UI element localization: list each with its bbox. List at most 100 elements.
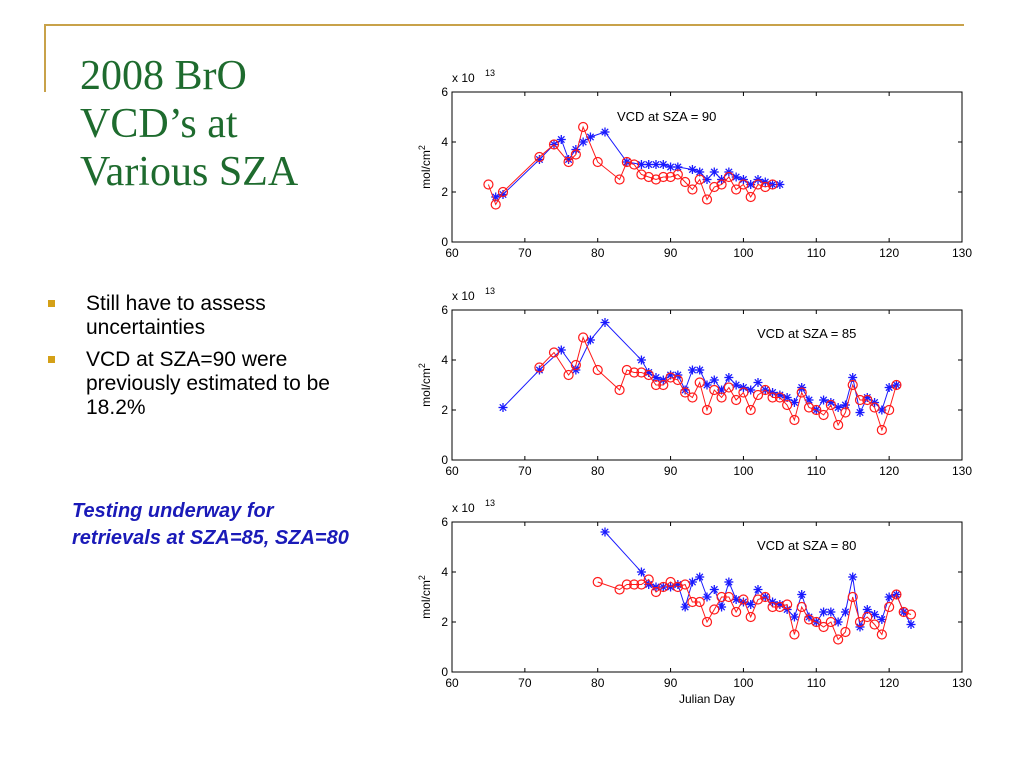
y-tick-label: 2 (441, 615, 448, 629)
data-point-circle (672, 581, 683, 593)
data-point-circle (578, 121, 589, 133)
data-point-circle (592, 156, 603, 168)
data-point-circle (709, 384, 720, 396)
title-line: Various SZA (80, 149, 299, 195)
data-point-circle (723, 171, 734, 183)
x-tick-label: 90 (664, 246, 678, 260)
series-line-red (487, 125, 773, 206)
data-point-circle (833, 634, 844, 645)
chart-annotation: VCD at SZA = 80 (757, 538, 856, 553)
chart-sza-90: 60 70 80 90 100 110 120 130 0 2 4 6 x 10 13 mol/cm2 VCD… (417, 68, 972, 260)
data-point-circle (483, 179, 494, 190)
y-tick-label: 0 (441, 453, 448, 467)
data-point-circle (898, 606, 909, 618)
data-point-circle (548, 347, 560, 358)
data-point-circle (680, 579, 691, 590)
data-point-circle (825, 616, 836, 628)
data-point-circle (854, 616, 866, 628)
data-point-circle (738, 179, 749, 190)
data-point-circle (731, 394, 742, 406)
data-point-star (687, 577, 697, 587)
y-axis-label-superscript: 2 (417, 363, 427, 368)
data-point-circle (840, 626, 851, 638)
data-point-circle (745, 191, 756, 203)
data-point-circle (716, 179, 727, 190)
data-point-circle (876, 629, 887, 640)
data-point-circle (709, 604, 720, 615)
data-point-circle (497, 186, 509, 198)
plot-frame (451, 91, 963, 243)
data-point-star (658, 160, 668, 169)
data-point-circle (796, 387, 807, 398)
data-point-star (833, 617, 843, 627)
data-point-circle (891, 589, 902, 600)
y-axis-label: mol/cm2 (417, 145, 433, 189)
data-point-circle (643, 574, 654, 585)
data-point-circle (876, 424, 887, 436)
data-point-circle (789, 414, 800, 426)
data-point-circle (687, 184, 698, 195)
x-tick-label: 100 (733, 676, 753, 690)
x-tick-label: 90 (664, 676, 678, 690)
data-point-circle (760, 591, 771, 603)
data-point-circle (621, 156, 632, 168)
data-point-star (833, 403, 843, 412)
data-point-circle (578, 332, 589, 343)
data-point-circle (847, 379, 858, 391)
data-point-star (636, 355, 646, 365)
data-point-circle (694, 377, 705, 388)
data-point-circle (767, 179, 778, 190)
y-tick-label: 6 (441, 303, 448, 317)
data-point-circle (636, 579, 647, 590)
x-tick-label: 70 (518, 464, 532, 478)
y-tick-label: 4 (441, 353, 448, 367)
x-tick-label: 120 (879, 676, 899, 690)
data-point-circle (694, 596, 705, 608)
data-point-circle (716, 591, 727, 603)
data-point-star (906, 620, 916, 629)
data-point-circle (803, 402, 815, 413)
data-point-star (636, 567, 646, 577)
data-point-circle (680, 387, 691, 398)
data-point-circle (803, 614, 815, 625)
data-point-circle (709, 181, 720, 193)
data-point-star (680, 385, 690, 395)
y-tick-label: 0 (441, 235, 448, 249)
data-point-circle (745, 611, 756, 623)
data-point-star (600, 127, 610, 137)
data-point-circle (570, 359, 581, 371)
exponent-label: x 10 (452, 71, 475, 85)
bullet-item: VCD at SZA=90 were previously estimated … (48, 348, 378, 420)
data-point-star (855, 408, 865, 417)
x-tick-label: 100 (733, 464, 753, 478)
data-point-circle (752, 594, 764, 605)
data-point-circle (672, 169, 683, 180)
data-point-star (753, 585, 763, 594)
data-point-circle (818, 409, 829, 421)
data-point-circle (534, 151, 545, 163)
data-point-circle (891, 379, 902, 391)
x-tick-label: 60 (445, 246, 459, 260)
data-point-star (789, 612, 799, 622)
data-point-star (702, 592, 712, 602)
chart-sza-85: 60 70 80 90 100 110 120 130 0 2 4 6 x 10 13 mol/cm2 VCD… (417, 286, 972, 478)
data-point-circle (774, 601, 785, 613)
data-point-circle (723, 591, 734, 603)
data-point-circle (869, 619, 880, 630)
data-point-circle (760, 384, 771, 396)
data-point-star (695, 167, 705, 177)
chart-annotation: VCD at SZA = 90 (617, 109, 716, 124)
bullet-square-icon (48, 356, 55, 363)
data-point-circle (592, 364, 603, 376)
data-point-star (840, 607, 850, 617)
y-tick-label: 2 (441, 185, 448, 199)
bullet-text: Still have to assess uncertainties (86, 292, 266, 339)
data-point-circle (643, 171, 654, 183)
data-point-circle (687, 392, 698, 403)
data-point-star (819, 395, 829, 405)
data-point-circle (847, 591, 858, 603)
y-axis-label-superscript: 2 (417, 575, 427, 580)
x-tick-label: 80 (591, 676, 605, 690)
x-tick-label: 130 (952, 676, 972, 690)
y-tick-label: 0 (441, 665, 448, 679)
